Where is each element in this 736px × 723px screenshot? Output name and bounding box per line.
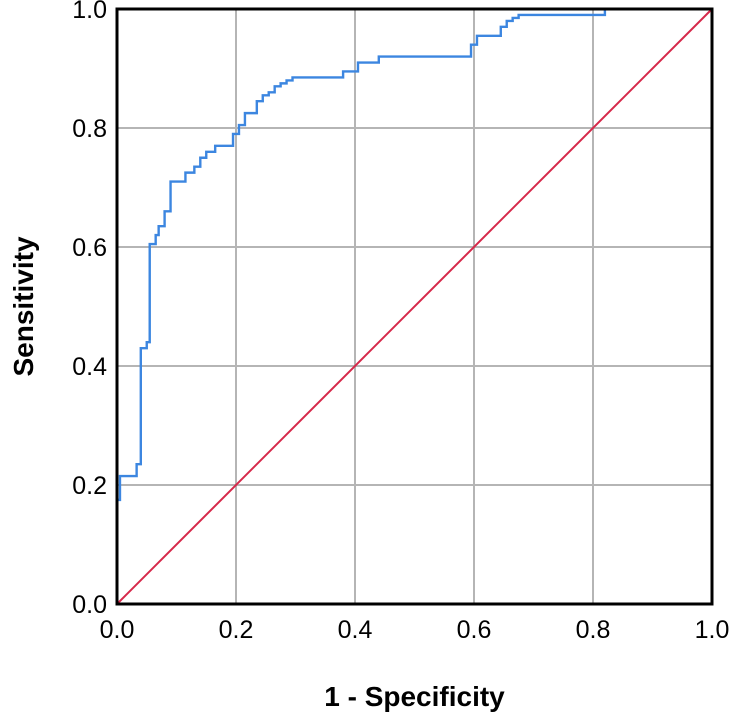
x-tick-labels: 0.0 0.2 0.4 0.6 0.8 1.0 [100,616,730,644]
y-tick-labels: 0.0 0.2 0.4 0.6 0.8 1.0 [72,0,107,619]
x-tick-label: 0.4 [338,616,373,644]
y-tick-label: 0.8 [72,115,107,143]
x-tick-label: 0.2 [219,616,254,644]
x-tick-label: 0.0 [100,616,135,644]
plot-frame [115,7,714,606]
y-tick-label: 0.2 [72,472,107,500]
y-tick-label: 1.0 [72,0,107,24]
y-tick-label: 0.0 [72,591,107,619]
x-tick-label: 0.8 [576,616,611,644]
y-tick-label: 0.4 [72,353,107,381]
x-tick-label: 1.0 [695,616,730,644]
plot-series [115,7,713,605]
x-axis-title: 1 - Specificity [324,681,505,712]
x-tick-label: 0.6 [457,616,492,644]
y-tick-label: 0.6 [72,234,107,262]
reference-diagonal [116,8,713,605]
y-axis-title: Sensitivity [8,236,39,376]
roc-curve [115,7,712,604]
